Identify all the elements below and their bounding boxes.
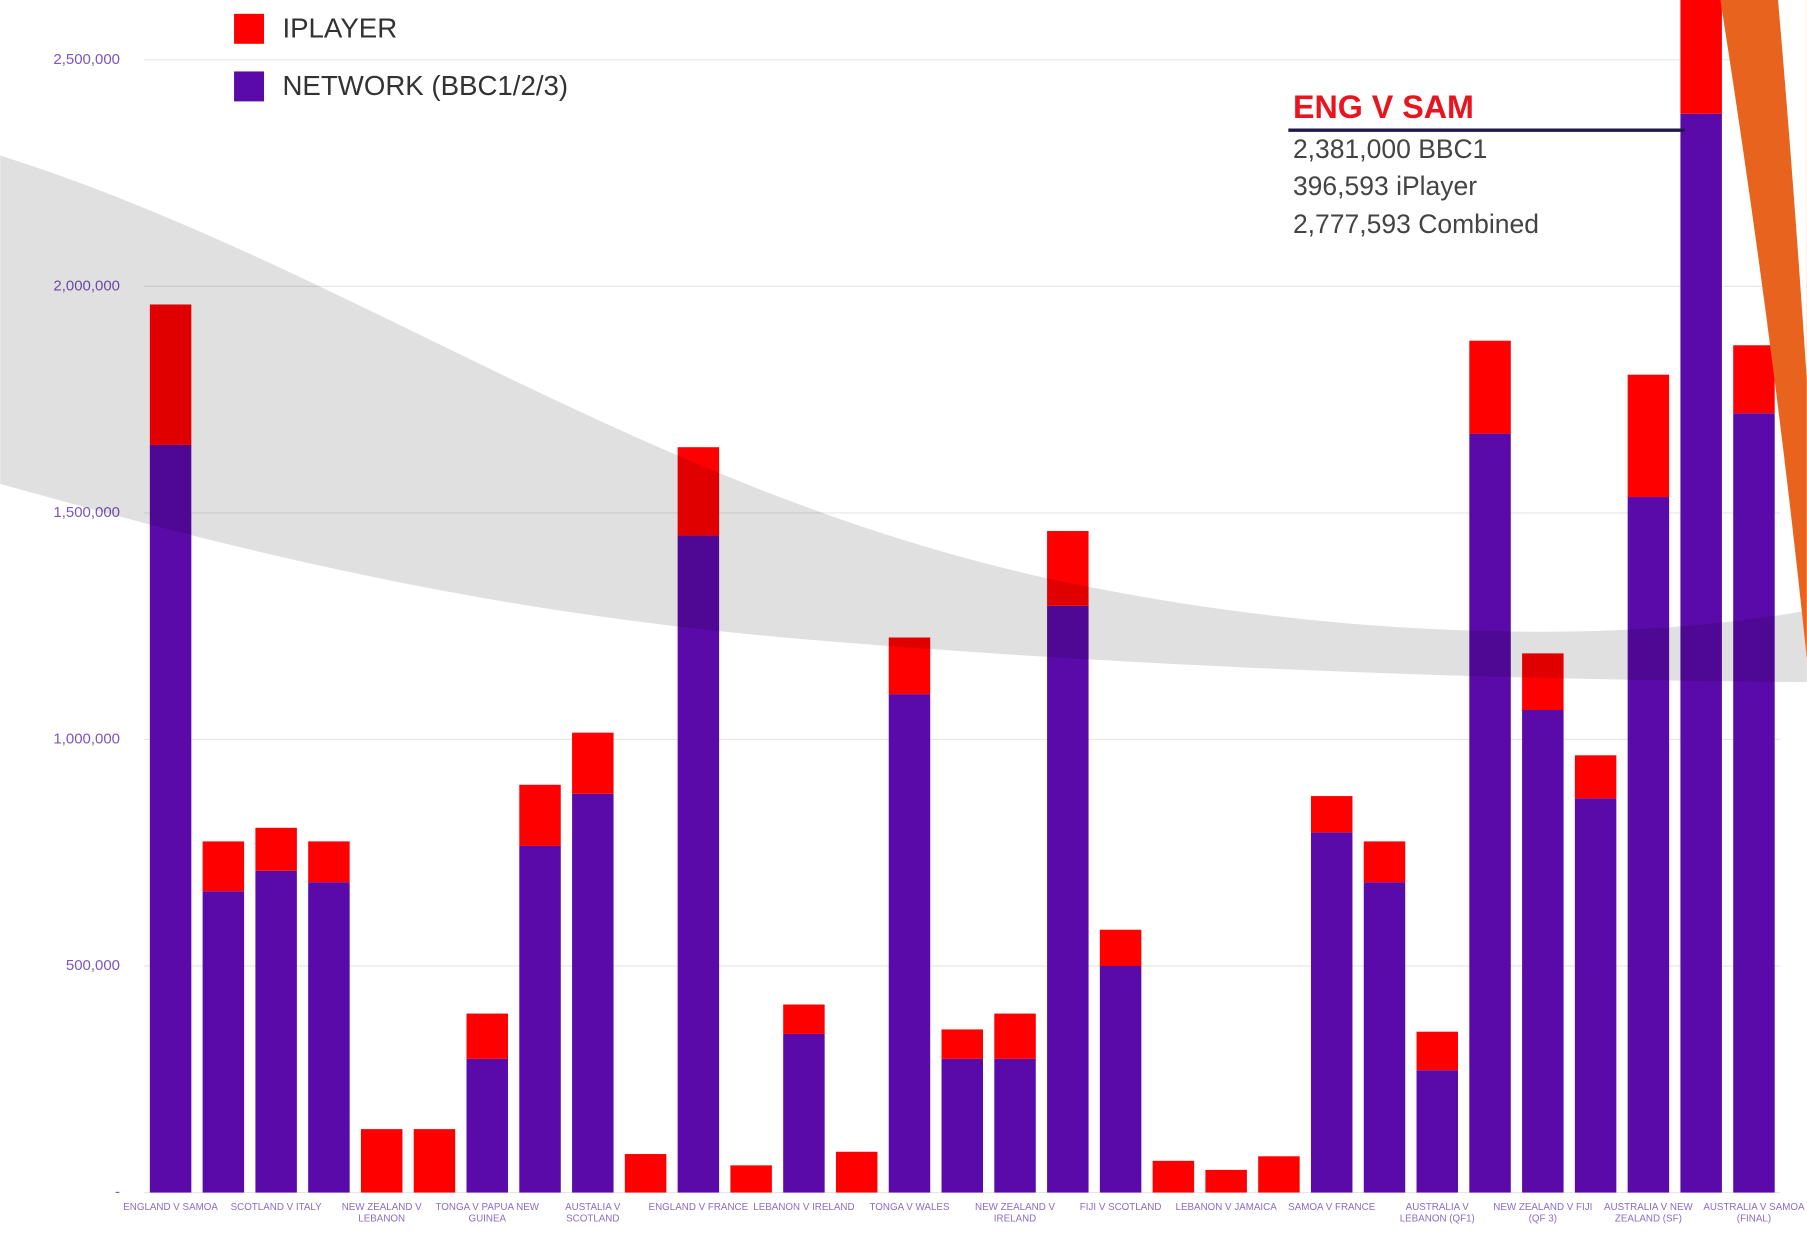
x-tick-label-box: TONGA V WALES <box>854 1202 965 1248</box>
x-tick-label: ENGLAND V FRANCE <box>643 1202 754 1213</box>
bar-segment <box>994 1014 1035 1059</box>
y-tick-label: 500,000 <box>66 957 120 974</box>
bar-segment <box>308 882 349 1192</box>
x-tick-label-box: TONGA V PAPUA NEW GUINEA <box>432 1202 543 1248</box>
annotation-title: ENG V SAM <box>1293 89 1474 125</box>
y-tick-label: - <box>115 1183 120 1200</box>
legend-swatch <box>234 71 264 101</box>
legend: IPLAYER NETWORK (BBC1/2/3) <box>234 12 568 101</box>
x-tick-label-box: NEW ZEALAND V LEBANON <box>326 1202 437 1248</box>
legend-swatch <box>234 14 264 44</box>
x-tick-label-box: AUSTRALIA V SAMOA (FINAL) <box>1699 1202 1807 1248</box>
bar-segment <box>1311 796 1352 832</box>
x-tick-label-box: NEW ZEALAND V FIJI (QF 3) <box>1488 1202 1599 1248</box>
bar-segment <box>783 1034 824 1193</box>
x-tick-label: TONGA V PAPUA NEW GUINEA <box>432 1202 543 1224</box>
annotation-line: 396,593 iPlayer <box>1293 171 1477 201</box>
bar-segment <box>1628 497 1669 1192</box>
bar-segment <box>203 891 244 1192</box>
bar-segment <box>361 1129 402 1192</box>
bar-segment <box>1258 1156 1299 1192</box>
bar-segment <box>1364 882 1405 1192</box>
x-tick-label-box: SAMOA V FRANCE <box>1276 1202 1387 1248</box>
bar-segment <box>1680 0 1721 114</box>
x-tick-label: AUSTRALIA V LEBANON (QF1) <box>1382 1202 1493 1224</box>
x-tick-label-box: LEBANON V IRELAND <box>749 1202 860 1248</box>
annotation-line: 2,381,000 BBC1 <box>1293 134 1487 164</box>
bar-segment <box>255 828 296 871</box>
bar-segment <box>1153 1161 1194 1193</box>
bar-segment <box>1522 710 1563 1193</box>
bar-segment <box>1205 1170 1246 1193</box>
bar-segment <box>625 1154 666 1193</box>
x-tick-label: AUSTALIA V SCOTLAND <box>537 1202 648 1224</box>
bar-segment <box>730 1165 771 1192</box>
bar-segment <box>1417 1070 1458 1192</box>
x-tick-label: NEW ZEALAND V IRELAND <box>960 1202 1071 1224</box>
bar-segment <box>1100 930 1141 966</box>
bar-segment <box>519 785 560 846</box>
bar-segment <box>467 1014 508 1059</box>
bar-segment <box>1100 966 1141 1193</box>
bar-segment <box>414 1129 455 1192</box>
bar-segment <box>942 1059 983 1193</box>
x-tick-label-box: ENGLAND V FRANCE <box>643 1202 754 1248</box>
x-tick-label: AUSTRALIA V NEW ZEALAND (SF) <box>1593 1202 1704 1224</box>
bar-segment <box>1364 841 1405 882</box>
x-tick-label-box: AUSTALIA V SCOTLAND <box>537 1202 648 1248</box>
bar-segment <box>572 794 613 1193</box>
bar-segment <box>678 536 719 1193</box>
x-tick-label: AUSTRALIA V SAMOA (FINAL) <box>1699 1202 1807 1224</box>
bar-segment <box>1733 345 1774 413</box>
bar-segment <box>308 841 349 882</box>
bar-segment <box>994 1059 1035 1193</box>
bar-segment <box>1047 606 1088 1193</box>
y-tick-label: 2,500,000 <box>53 51 120 68</box>
y-tick-label: 1,000,000 <box>53 730 120 747</box>
x-tick-label: TONGA V WALES <box>854 1202 965 1213</box>
x-tick-label-box: SCOTLAND V ITALY <box>221 1202 332 1248</box>
bar-segment <box>1628 375 1669 497</box>
x-tick-label: LEBANON V IRELAND <box>749 1202 860 1213</box>
bar-segment <box>1417 1032 1458 1071</box>
x-tick-label-box: FIJI V SCOTLAND <box>1065 1202 1176 1248</box>
bar-segment <box>572 733 613 794</box>
bar-segment <box>783 1005 824 1034</box>
bar-segment <box>1469 341 1510 434</box>
legend-label: NETWORK (BBC1/2/3) <box>282 70 568 101</box>
x-tick-label: NEW ZEALAND V FIJI (QF 3) <box>1488 1202 1599 1224</box>
x-tick-label: SCOTLAND V ITALY <box>221 1202 332 1213</box>
x-tick-label-box: AUSTRALIA V LEBANON (QF1) <box>1382 1202 1493 1248</box>
annotation: ENG V SAM 2,381,000 BBC1 396,593 iPlayer… <box>1288 89 1684 239</box>
x-tick-label-box: NEW ZEALAND V IRELAND <box>960 1202 1071 1248</box>
bar-segment <box>467 1059 508 1193</box>
bar-segment <box>1733 413 1774 1192</box>
x-tick-label: ENGLAND V SAMOA <box>115 1202 226 1213</box>
bar-segment <box>255 871 296 1193</box>
bar-segment <box>1575 755 1616 798</box>
bar-segment <box>1575 798 1616 1192</box>
x-tick-label-box: LEBANON V JAMAICA <box>1171 1202 1282 1248</box>
bar-segment <box>519 846 560 1193</box>
x-tick-label: SAMOA V FRANCE <box>1276 1202 1387 1213</box>
bar-segment <box>1311 832 1352 1192</box>
bar-segment <box>150 445 191 1193</box>
bar-segment <box>203 841 244 891</box>
x-tick-label-box: AUSTRALIA V NEW ZEALAND (SF) <box>1593 1202 1704 1248</box>
x-tick-label-box: ENGLAND V SAMOA <box>115 1202 226 1248</box>
bar-segment <box>889 694 930 1192</box>
chart: -500,0001,000,0001,500,0002,000,0002,500… <box>0 0 1807 1249</box>
x-tick-label: NEW ZEALAND V LEBANON <box>326 1202 437 1224</box>
x-tick-label: FIJI V SCOTLAND <box>1065 1202 1176 1213</box>
bar-segment <box>942 1029 983 1058</box>
bar-segment <box>1469 434 1510 1193</box>
legend-label: IPLAYER <box>282 12 397 43</box>
bar-segment <box>836 1152 877 1193</box>
annotation-line: 2,777,593 Combined <box>1293 209 1539 239</box>
x-tick-label: LEBANON V JAMAICA <box>1171 1202 1282 1213</box>
